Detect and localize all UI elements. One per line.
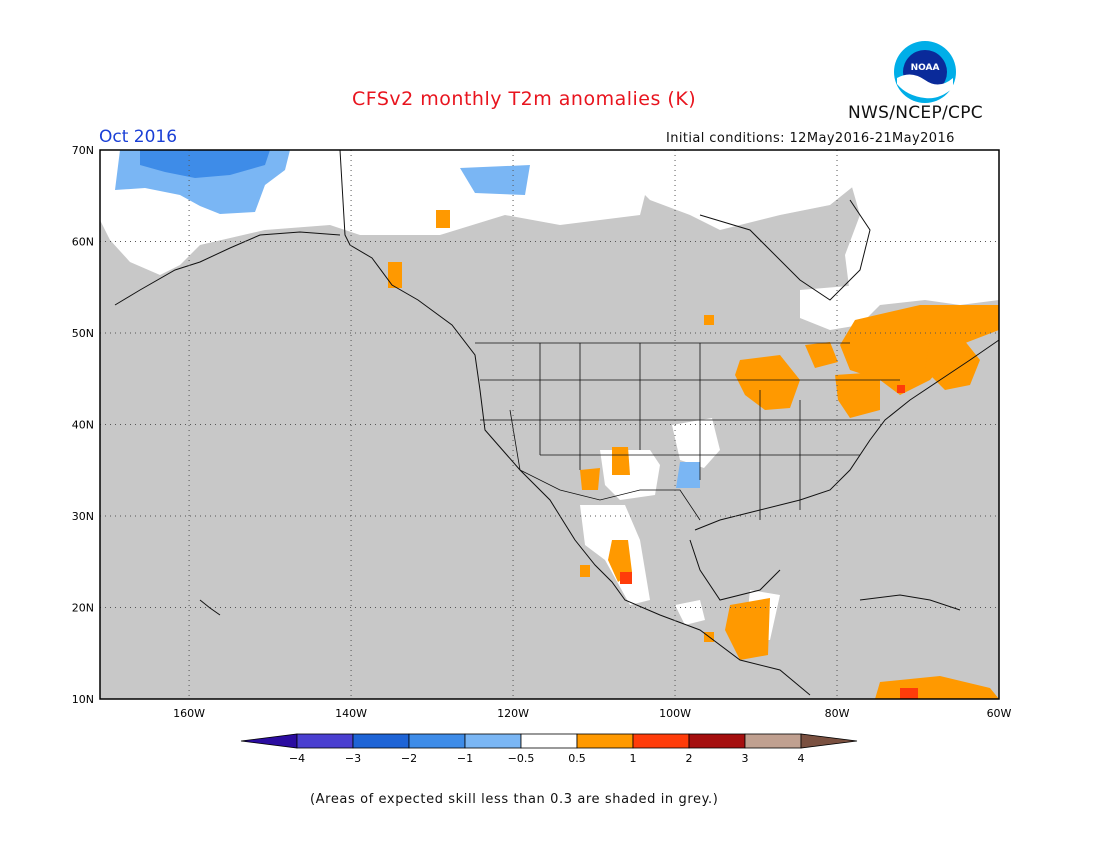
chart-title: CFSv2 monthly T2m anomalies (K): [352, 88, 697, 110]
strong-above-normal-regions: [620, 385, 918, 699]
lat-label: 30N: [72, 510, 94, 523]
legend-color-box: [744, 733, 802, 749]
state-borders-vertical: [539, 343, 801, 520]
northern-canada-white-region: [600, 150, 855, 230]
lon-label: 80W: [825, 707, 850, 720]
legend-tick-label: −0.5: [508, 752, 535, 765]
lat-label: 10N: [72, 693, 94, 706]
greenland-white-region: [845, 150, 999, 305]
legend-tick-label: 1: [630, 752, 637, 765]
initial-conditions: Initial conditions: 12May2016-21May2016: [666, 131, 955, 146]
legend-color-box: [688, 733, 746, 749]
maritimes-orange-region: [925, 335, 980, 390]
legend-color-box: [576, 733, 634, 749]
beaufort-blue-region: [460, 165, 530, 195]
hudson-bay-coastline: [699, 199, 871, 301]
noaa-logo: NOAA: [894, 41, 956, 103]
new-england-red-cell: [897, 385, 905, 393]
map-background: [100, 150, 999, 699]
legend-color-box: [352, 733, 410, 749]
alaska-panhandle-orange-region: [388, 262, 402, 288]
venezuela-red-cell: [900, 688, 918, 699]
legend-color-box: [464, 733, 522, 749]
ontario-orange-region: [805, 342, 838, 368]
legend-color-box: [632, 733, 690, 749]
arizona-orange-region: [580, 468, 600, 490]
legend-tick-label: 4: [798, 752, 805, 765]
lon-label: 100W: [659, 707, 691, 720]
yukon-orange-region: [436, 210, 450, 228]
oklahoma-blue-region: [676, 462, 700, 488]
baja-orange-cell: [580, 565, 590, 577]
bering-dark-blue-region: [140, 150, 270, 178]
great-lakes-orange-region: [735, 355, 800, 410]
lon-label: 140W: [335, 707, 367, 720]
caribbean-coastline: [859, 594, 961, 611]
colorado-orange-region: [612, 447, 630, 475]
lat-label: 40N: [72, 419, 94, 432]
legend-tick-label: 0.5: [568, 752, 586, 765]
legend-tick-label: 2: [686, 752, 693, 765]
state-borders-horizontal: [480, 379, 900, 456]
hudson-orange-cell: [704, 315, 714, 325]
political-borders: [475, 342, 900, 521]
skill-footnote: (Areas of expected skill less than 0.3 a…: [310, 792, 719, 807]
legend-arrow-low: [240, 733, 298, 749]
alaska-south-coastline: [114, 231, 341, 306]
lat-label: 60N: [72, 236, 94, 249]
lat-label: 20N: [72, 602, 94, 615]
lat-label: 50N: [72, 327, 94, 340]
lon-label: 160W: [173, 707, 205, 720]
new-york-orange-region: [835, 372, 880, 418]
latitude-labels: 70N 60N 50N 40N 30N 20N 10N: [72, 144, 94, 706]
below-normal-regions: [115, 150, 700, 488]
forecast-month: Oct 2016: [99, 127, 178, 147]
legend-arrow-high: [800, 733, 858, 749]
legend-tick-label: −2: [401, 752, 417, 765]
us-mexico-border: [509, 409, 701, 521]
legend-tick-labels: −4 −3 −2 −1 −0.5 0.5 1 2 3 4: [289, 752, 805, 765]
plains-white-region: [672, 418, 720, 468]
legend-color-box: [296, 733, 354, 749]
lon-label: 120W: [497, 707, 529, 720]
lon-label: 60W: [987, 707, 1012, 720]
longitude-labels: 160W 140W 120W 100W 80W 60W: [173, 707, 1011, 720]
above-normal-regions: [388, 210, 999, 699]
legend-color-box: [520, 733, 578, 749]
legend-color-boxes: [240, 733, 858, 749]
noaa-logo-text: NOAA: [911, 63, 940, 73]
west-mexico-orange-region: [608, 540, 632, 582]
legend-tick-label: −4: [289, 752, 305, 765]
central-america-orange-region: [725, 598, 770, 660]
gulf-coastline: [689, 539, 781, 601]
mexico-red-cell: [620, 572, 632, 584]
legend-tick-label: −3: [345, 752, 361, 765]
quebec-white-region: [800, 285, 880, 330]
legend-tick-label: 3: [742, 752, 749, 765]
lat-label: 70N: [72, 144, 94, 157]
map-frame: [99, 149, 1000, 700]
legend-color-box: [408, 733, 466, 749]
agency-label: NWS/NCEP/CPC: [848, 103, 983, 123]
gulf-white-region: [675, 600, 705, 625]
legend-tick-label: −1: [457, 752, 473, 765]
